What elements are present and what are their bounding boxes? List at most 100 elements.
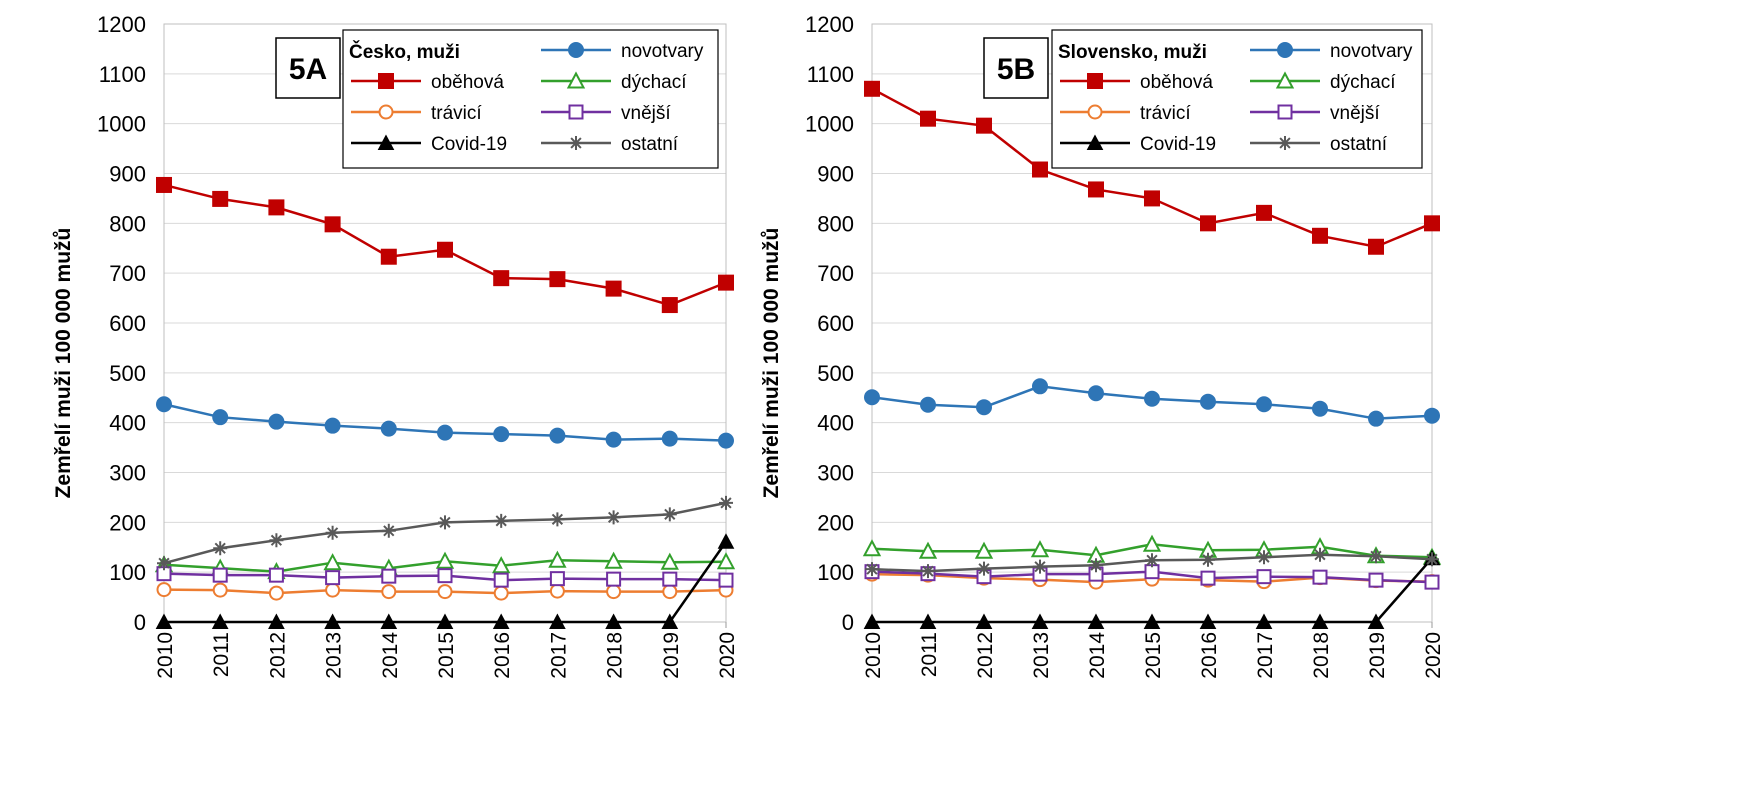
data-point (324, 613, 341, 629)
data-point (268, 199, 285, 216)
legend-label: novotvary (1330, 41, 1413, 62)
data-point (975, 613, 993, 629)
x-tick-label: 2015 (1142, 632, 1165, 679)
data-point (606, 510, 621, 525)
data-point (324, 216, 341, 233)
data-point (380, 248, 397, 265)
y-tick-label: 1000 (805, 112, 854, 137)
legend-label: trávicí (431, 103, 482, 124)
series-ob-hov- (864, 80, 1440, 255)
legend-label: oběhová (431, 72, 504, 93)
data-point (921, 564, 935, 579)
data-point (493, 426, 510, 443)
data-point (437, 568, 453, 584)
data-point (437, 584, 453, 600)
data-point (660, 552, 679, 570)
legend-swatch-marker (568, 104, 584, 120)
data-point (1256, 396, 1272, 413)
data-point (212, 567, 228, 583)
x-tick-label: 2012 (974, 632, 997, 679)
legend-label: trávicí (1140, 103, 1191, 124)
data-point (718, 572, 734, 588)
legend-swatch-marker (378, 104, 394, 120)
series-ob-hov- (156, 176, 734, 314)
data-point (437, 424, 453, 441)
data-point (380, 420, 397, 437)
series-ostatn- (157, 495, 733, 571)
legend-label: dýchací (1330, 72, 1396, 93)
y-tick-label: 500 (109, 361, 146, 386)
data-point (437, 241, 453, 258)
data-point (1030, 540, 1050, 558)
y-tick-label: 200 (817, 510, 854, 535)
data-point (1256, 569, 1272, 585)
series-vn-j- (156, 566, 734, 588)
chart-panel-5b: 0 100 200 300 400 500 600 700 800 900 1000 1100 1200… (760, 12, 1445, 679)
data-point (268, 567, 284, 583)
legend-swatch-marker (566, 71, 586, 89)
data-point (1368, 572, 1384, 588)
panel-label-box (275, 37, 341, 99)
series-novotvary (864, 378, 1440, 427)
legend-swatch-marker (1087, 104, 1103, 120)
x-tick-label: 2019 (1366, 632, 1389, 679)
panel-label: 5B (997, 53, 1035, 86)
legend-item: dýchací (541, 71, 687, 93)
legend-item: dýchací (1250, 71, 1396, 93)
series-ostatn- (865, 547, 1439, 579)
data-point (549, 583, 565, 599)
x-tick-label: 2014 (379, 632, 402, 679)
x-tick-label: 2013 (1030, 632, 1053, 679)
data-point (1256, 204, 1272, 221)
y-tick-label: 1200 (805, 12, 854, 37)
legend-swatch-marker (1278, 136, 1292, 150)
data-point (719, 495, 733, 510)
data-point (494, 513, 509, 528)
y-tick-label: 800 (109, 211, 146, 236)
legend-swatch-marker (1087, 73, 1103, 89)
x-tick-label: 2015 (435, 632, 458, 679)
y-tick-label: 1100 (99, 62, 146, 87)
data-point (716, 552, 736, 570)
legend-label: vnější (621, 103, 671, 124)
data-point (1089, 558, 1103, 573)
data-point (920, 110, 936, 127)
data-point (493, 270, 510, 287)
legend-item: oběhová (351, 72, 504, 93)
data-point (493, 585, 509, 601)
legend: Slovensko, muži novotvary oběhová dýchací tr… (1051, 29, 1423, 169)
x-tick-label: 2019 (660, 632, 683, 679)
data-point (1368, 238, 1384, 255)
data-point (1312, 569, 1328, 585)
data-point (1424, 215, 1440, 232)
data-point (549, 271, 566, 288)
data-point (1424, 574, 1440, 590)
legend-swatch-marker (1277, 104, 1293, 120)
data-point (661, 297, 678, 314)
data-point (718, 432, 734, 449)
data-point (863, 613, 881, 629)
x-tick-label: 2011 (918, 632, 941, 677)
y-tick-label: 800 (817, 211, 854, 236)
data-point (977, 561, 991, 576)
legend-item: novotvary (1250, 41, 1413, 62)
legend-label: ostatní (1330, 134, 1388, 155)
data-point (381, 523, 396, 538)
legend-label: ostatní (621, 134, 679, 155)
data-point (438, 515, 452, 530)
legend-label: Covid-19 (431, 134, 507, 155)
x-tick-label: 2010 (862, 632, 885, 679)
data-point (1201, 552, 1215, 567)
data-point (156, 582, 172, 598)
legend-box (342, 29, 719, 169)
data-point (323, 553, 342, 571)
y-tick-label: 700 (109, 261, 146, 286)
y-tick-label: 700 (817, 261, 854, 286)
legend-item: Covid-19 (351, 134, 507, 155)
data-point (1087, 613, 1105, 629)
y-tick-label: 600 (109, 311, 146, 336)
y-tick-label: 400 (109, 411, 146, 436)
x-tick-label: 2018 (1310, 632, 1333, 679)
x-tick-label: 2017 (1254, 632, 1277, 679)
